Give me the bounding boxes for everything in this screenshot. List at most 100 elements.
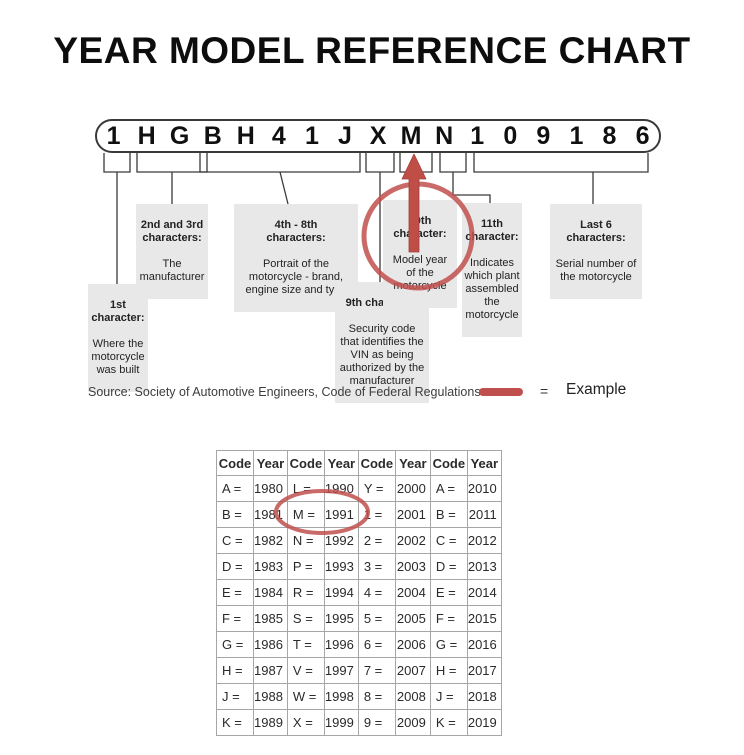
vin-char: 4 bbox=[271, 121, 286, 150]
code-cell: J = bbox=[216, 683, 254, 710]
year-cell: 2017 bbox=[466, 657, 502, 684]
code-cell: V = bbox=[286, 657, 325, 684]
code-cell: B = bbox=[429, 501, 468, 528]
code-cell: S = bbox=[286, 605, 325, 632]
table-header-cell: Code bbox=[429, 450, 468, 476]
label-box-4th-8th-characters: 4th - 8th characters: Portrait of the mo… bbox=[234, 204, 358, 312]
year-cell: 2006 bbox=[394, 631, 431, 658]
year-cell: 1990 bbox=[323, 475, 359, 502]
year-cell: 1981 bbox=[253, 501, 288, 528]
example-swatch bbox=[479, 388, 523, 396]
code-cell: E = bbox=[216, 579, 254, 606]
page-title: YEAR MODEL REFERENCE CHART bbox=[53, 30, 691, 71]
year-cell: 1994 bbox=[323, 579, 359, 606]
label-heading: 11th character: bbox=[465, 218, 519, 243]
label-box-1st-character: 1st character: Where the motorcycle was … bbox=[88, 284, 148, 392]
label-box-last-6-characters: Last 6 characters: Serial number of the … bbox=[550, 204, 642, 299]
label-body: Where the motorcycle was built bbox=[91, 338, 145, 376]
vin-char: 9 bbox=[536, 121, 551, 150]
year-cell: 1998 bbox=[323, 683, 359, 710]
table-row: J = 1988 W = 1998 8 = 2008 J = 2018 bbox=[216, 683, 502, 710]
vin-char: H bbox=[236, 121, 255, 150]
year-cell: 2007 bbox=[394, 657, 431, 684]
code-cell: 1 = bbox=[357, 501, 396, 528]
table-row: C = 1982 N = 1992 2 = 2002 C = 2012 bbox=[216, 527, 502, 554]
code-cell: 3 = bbox=[357, 553, 396, 580]
code-cell: Y = bbox=[357, 475, 396, 502]
year-cell: 2015 bbox=[466, 605, 502, 632]
label-heading: 4th - 8th characters: bbox=[266, 219, 326, 244]
code-cell: H = bbox=[429, 657, 468, 684]
year-cell: 1986 bbox=[253, 631, 288, 658]
table-body: A = 1980 L = 1990 Y = 2000 A = 2010 B = 1981 M = 19… bbox=[216, 475, 502, 736]
year-cell: 1982 bbox=[253, 527, 288, 554]
table-row: D = 1983 P = 1993 3 = 2003 D = 2013 bbox=[216, 553, 502, 580]
label-body: Indicates which plant assembled the moto… bbox=[464, 257, 520, 321]
year-cell: 1983 bbox=[253, 553, 288, 580]
year-cell: 1984 bbox=[253, 579, 288, 606]
stem-4th-8th bbox=[279, 171, 289, 205]
code-cell: K = bbox=[429, 709, 468, 736]
bracket-9th bbox=[365, 153, 395, 173]
table-header-cell: Year bbox=[466, 450, 502, 476]
vin-char: 6 bbox=[635, 121, 650, 150]
code-cell: 6 = bbox=[357, 631, 396, 658]
code-cell: T = bbox=[286, 631, 325, 658]
table-row: K = 1989 X = 1999 9 = 2009 K = 2019 bbox=[216, 709, 502, 736]
label-heading: 2nd and 3rd characters: bbox=[140, 219, 204, 244]
vin-char: 0 bbox=[503, 121, 518, 150]
code-cell: A = bbox=[429, 475, 468, 502]
vin-char: X bbox=[369, 121, 387, 150]
year-cell: 2004 bbox=[394, 579, 431, 606]
code-cell: B = bbox=[216, 501, 254, 528]
code-cell: L = bbox=[286, 475, 325, 502]
vin-char: G bbox=[169, 121, 190, 150]
code-cell: H = bbox=[216, 657, 254, 684]
year-cell: 2016 bbox=[466, 631, 502, 658]
table-header-cell: Year bbox=[323, 450, 359, 476]
table-row: F = 1985 S = 1995 5 = 2005 F = 2015 bbox=[216, 605, 502, 632]
table-row: B = 1981 M = 1991 1 = 2001 B = 2011 bbox=[216, 501, 502, 528]
code-cell: D = bbox=[429, 553, 468, 580]
year-cell: 2008 bbox=[394, 683, 431, 710]
code-cell: F = bbox=[429, 605, 468, 632]
stem-11th bbox=[452, 172, 491, 203]
year-cell: 1999 bbox=[323, 709, 359, 736]
code-cell: G = bbox=[429, 631, 468, 658]
label-body: Security code that identifies the VIN as… bbox=[339, 323, 425, 387]
year-cell: 1995 bbox=[323, 605, 359, 632]
vin-char: J bbox=[338, 121, 352, 150]
year-cell: 2018 bbox=[466, 683, 502, 710]
code-cell: C = bbox=[429, 527, 468, 554]
label-box-10th-character: 10th character: Model year of the motorc… bbox=[383, 200, 457, 308]
year-cell: 2003 bbox=[394, 553, 431, 580]
code-cell: N = bbox=[286, 527, 325, 554]
year-code-table: Code Year Code Year Code Year Code Year A = 1980… bbox=[216, 450, 502, 736]
code-cell: 2 = bbox=[357, 527, 396, 554]
label-box-2nd-3rd-characters: 2nd and 3rd characters: The manufacturer bbox=[136, 204, 208, 299]
year-cell: 2011 bbox=[466, 501, 502, 528]
vin-char: N bbox=[435, 121, 454, 150]
table-row: H = 1987 V = 1997 7 = 2007 H = 2017 bbox=[216, 657, 502, 684]
code-cell: J = bbox=[429, 683, 468, 710]
label-box-11th-character: 11th character: Indicates which plant as… bbox=[462, 203, 522, 337]
year-cell: 1991 bbox=[323, 501, 359, 528]
label-body: The manufacturer bbox=[139, 258, 205, 283]
vin-char: 1 bbox=[304, 121, 319, 150]
legend-equals: = bbox=[540, 383, 549, 399]
year-cell: 1980 bbox=[253, 475, 288, 502]
code-cell: 8 = bbox=[357, 683, 396, 710]
bracket-4th-8th bbox=[199, 153, 361, 173]
code-cell: 5 = bbox=[357, 605, 396, 632]
label-body: Model year of the motorcycle bbox=[392, 254, 448, 292]
year-cell: 2019 bbox=[466, 709, 502, 736]
code-cell: A = bbox=[216, 475, 254, 502]
bracket-11th bbox=[439, 153, 467, 173]
table-header-cell: Code bbox=[286, 450, 325, 476]
label-heading: 10th character: bbox=[393, 215, 447, 240]
year-cell: 1996 bbox=[323, 631, 359, 658]
year-cell: 1988 bbox=[253, 683, 288, 710]
code-cell: 7 = bbox=[357, 657, 396, 684]
table-header-cell: Year bbox=[253, 450, 288, 476]
